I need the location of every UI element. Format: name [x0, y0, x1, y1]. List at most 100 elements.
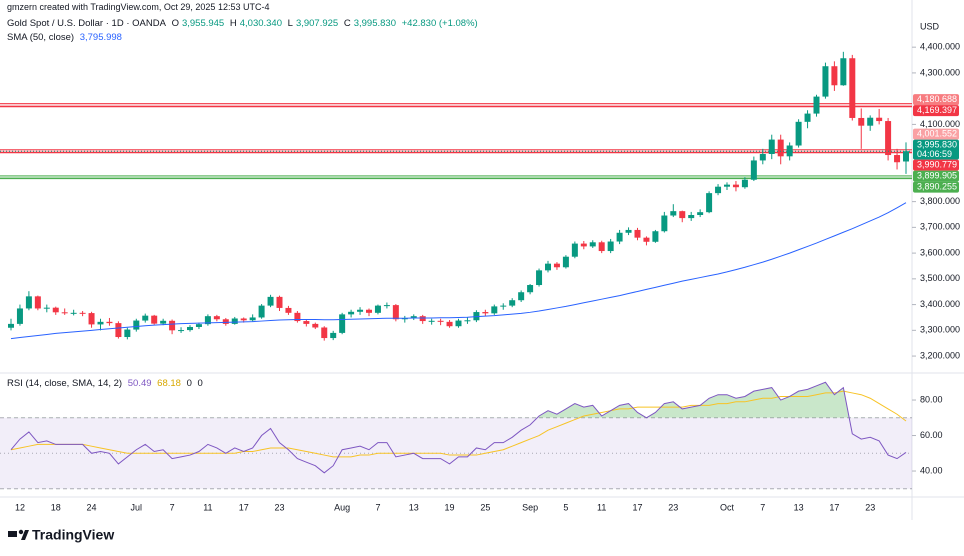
candle-body [652, 231, 659, 242]
candle-body [419, 316, 426, 322]
candle-body [545, 263, 551, 271]
x-tick-label: 7 [170, 502, 175, 512]
candle-body [706, 193, 713, 213]
y-tick-label: 3,200.000 [920, 350, 960, 360]
symbol-legend: Gold Spot / U.S. Dollar · 1D · OANDA O 3,… [7, 18, 481, 29]
y-tick-label: 4,100.000 [920, 119, 960, 129]
candle-body [831, 66, 838, 86]
candle-body [70, 312, 77, 314]
x-tick-label: Aug [334, 502, 350, 512]
candle-body [509, 300, 516, 306]
price-tag [913, 105, 959, 117]
x-tick-label: 5 [563, 502, 568, 512]
candle-body [276, 296, 283, 308]
candle-body [428, 320, 435, 322]
candle-body [195, 324, 202, 327]
rsi-ma-value: 68.18 [157, 378, 181, 389]
candle-body [697, 212, 704, 216]
candle-body [8, 323, 14, 328]
candle-body [625, 229, 632, 233]
price-tag [913, 139, 959, 160]
ohlc-value: 3,907.925 [295, 18, 339, 29]
candle-body [903, 151, 909, 162]
x-tick-label: 17 [829, 502, 839, 512]
candle-body [473, 312, 480, 321]
y-tick-label: 3,500.000 [920, 273, 960, 283]
ohlc-key: H [229, 18, 237, 29]
candle-body [312, 323, 319, 328]
sma-label: SMA (50, close) [7, 32, 75, 43]
rsi-ma-line [10, 390, 907, 458]
candle-body [715, 186, 722, 194]
x-tick-label: Oct [720, 502, 735, 512]
y-tick-label: 3,600.000 [920, 247, 960, 257]
ohlc-key: C [343, 18, 351, 29]
candle-body [536, 270, 543, 286]
x-tick-label: 13 [794, 502, 804, 512]
candle-body [759, 154, 766, 161]
x-tick-label: Jul [131, 502, 143, 512]
ohlc-value: 4,030.340 [239, 18, 282, 29]
x-tick-label: 17 [632, 502, 642, 512]
candle-body [482, 312, 489, 314]
candle-body [518, 292, 525, 301]
x-tick-label: 25 [480, 502, 490, 512]
candle-body [374, 305, 381, 313]
candle-body [750, 160, 757, 180]
candle-body [133, 320, 140, 330]
candle-body [124, 329, 131, 338]
candle-body [106, 321, 113, 324]
candle-body [339, 314, 346, 333]
candle-body [204, 316, 211, 325]
candle-body [383, 305, 390, 307]
candle-body [16, 308, 23, 324]
candle-body [213, 316, 220, 320]
x-tick-label: 23 [865, 502, 875, 512]
candle-body [115, 323, 122, 338]
logo [8, 529, 29, 540]
candle-body [151, 315, 158, 324]
candle-body [840, 58, 847, 86]
candle-body [580, 243, 587, 247]
rsi-legend: RSI (14, close, SMA, 14, 2) 50.49 68.18 … [7, 378, 206, 389]
rsi-value: 50.49 [127, 378, 152, 389]
sma-value: 3,795.998 [79, 32, 122, 43]
candle-body [330, 332, 337, 339]
candle-body [741, 179, 748, 188]
candle-body [867, 117, 874, 126]
price-tag [913, 94, 959, 106]
price-tag-label: 3,995.830 [917, 140, 957, 150]
price-tag-label: 3,899.905 [917, 171, 957, 181]
candle-body [267, 296, 274, 306]
sma-line [10, 202, 907, 340]
price-tag-label: 4,169.397 [917, 105, 957, 115]
x-tick-label: 13 [409, 502, 419, 512]
candle-body [231, 318, 238, 324]
candle-body [777, 139, 784, 157]
ohlc-key: O [171, 18, 179, 29]
candle-body [643, 237, 650, 242]
candle-body [849, 58, 856, 118]
candle-body [571, 243, 578, 257]
y-tick-label: 60.00 [920, 430, 943, 440]
candle-body [670, 211, 677, 216]
x-tick-label: 23 [668, 502, 678, 512]
x-tick-label: 23 [274, 502, 284, 512]
change: +42.830 (+1.08%) [401, 18, 478, 29]
candle-body [598, 242, 605, 252]
x-tick-label: 19 [445, 502, 455, 512]
sma-legend: SMA (50, close) 3,795.998 [7, 32, 125, 43]
candle-body [491, 306, 498, 314]
candle-body [240, 318, 247, 321]
candle-body [885, 121, 892, 156]
candle-body [616, 232, 623, 242]
price-tag-note: 04:06:59 [917, 149, 952, 159]
credit-text: gmzern created with TradingView.com, Oct… [7, 2, 270, 12]
zone [0, 103, 912, 107]
rsi-label: RSI (14, close, SMA, 14, 2) [7, 378, 123, 389]
candle-body [258, 305, 265, 318]
y-tick-label: 3,700.000 [920, 222, 960, 232]
candle-body [348, 311, 355, 315]
x-tick-label: 11 [597, 502, 606, 512]
